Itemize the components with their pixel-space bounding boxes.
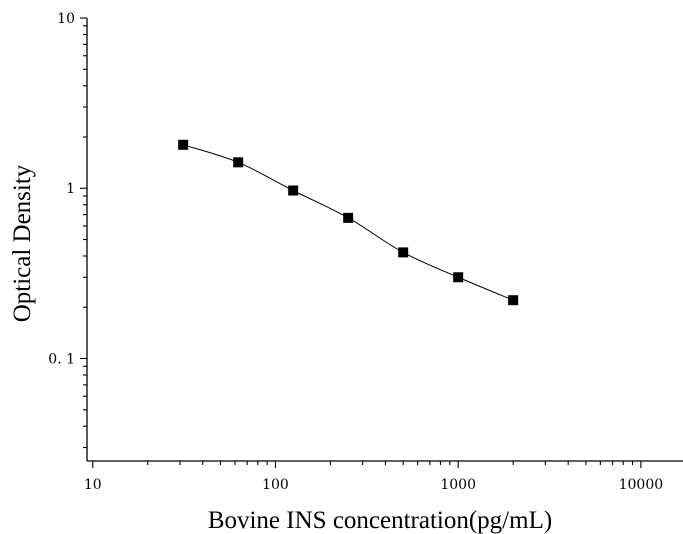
y-tick-label: 10 (57, 11, 75, 27)
y-tick-label: 0. 1 (48, 351, 75, 367)
data-point (233, 157, 244, 168)
data-point (398, 247, 409, 258)
x-tick-label: 10000 (619, 477, 664, 493)
x-tick-label: 10 (84, 477, 102, 493)
data-point (508, 295, 519, 306)
y-axis-title: Optical Density (9, 164, 36, 322)
y-tick-label: 1 (66, 181, 75, 197)
data-point (178, 139, 189, 150)
axes (86, 18, 683, 462)
x-axis-title: Bovine INS concentration(pg/mL) (208, 507, 552, 534)
x-tick-label: 100 (262, 477, 289, 493)
data-points (178, 139, 519, 306)
x-tick-label: 1000 (440, 477, 476, 493)
y-ticks: 0. 1 1 10 (48, 11, 87, 449)
data-point (343, 212, 354, 223)
data-point (453, 272, 464, 283)
x-ticks: 10 100 1000 10000 (84, 461, 663, 493)
data-point (288, 185, 299, 196)
